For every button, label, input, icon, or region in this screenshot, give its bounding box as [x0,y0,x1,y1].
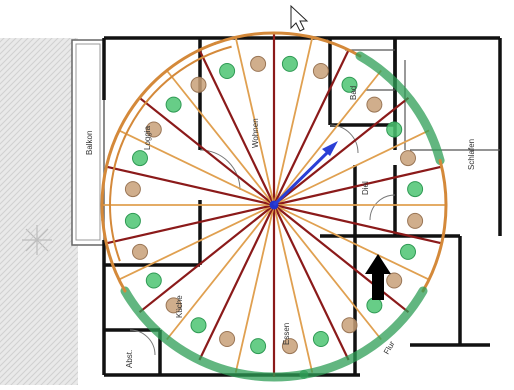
room-label-diel: Diel [361,181,370,195]
sight-ray [273,204,430,281]
sight-ray [273,129,430,206]
green-dot [190,317,207,334]
thin-walls [345,49,500,151]
orange-arc-west [100,41,217,222]
sight-ray [106,203,275,245]
sight-ray [106,165,275,207]
sight-ray [138,96,275,206]
sight-ray [166,204,275,341]
sight-ray [118,129,275,206]
plant-icon [22,225,52,255]
mouse-cursor-icon [290,4,309,32]
orange-arc-north [213,31,362,58]
walls [102,36,502,377]
green-arc-northeast [355,51,445,165]
tan-dot [250,55,267,72]
exterior-texture [0,38,78,385]
sight-ray [198,49,275,206]
sight-ray [273,165,442,207]
green-dot [400,243,416,260]
sight-ray [273,204,314,373]
green-dot [366,297,383,314]
green-dot [250,338,267,355]
sight-ray [198,204,275,361]
sight-rays [102,33,446,377]
room-label-bad: Bad [349,86,358,100]
room-label-wohnen: Wohnen [251,118,260,148]
room-label-loggia: Loggia [143,125,152,150]
green-dot [386,121,403,138]
room-label-balkon: Balkon [85,131,94,155]
tan-dot [366,96,383,113]
tan-dot [219,331,236,347]
room-label-essen: Essen [282,323,291,345]
tan-dot [132,243,148,260]
sight-ray [273,204,350,361]
tan-dot [124,181,141,198]
blue-direction-arrow-icon [272,141,338,207]
sight-ray [273,204,382,341]
tan-dot [145,121,162,138]
room-label-kueche: Küche [175,295,184,318]
tan-dot [281,338,298,355]
measurement-dots [124,55,424,355]
tan-dot [165,297,182,314]
sight-ray [273,204,410,314]
sight-ray [273,49,350,206]
room-label-schlafen: Schlafen [467,139,476,170]
tan-dot [400,150,416,167]
coverage-arcs [100,31,448,382]
orange-arc-inner [109,45,232,262]
tan-dot [312,63,329,79]
sight-ray [166,69,275,206]
green-dot [132,150,148,167]
tan-dot [407,212,424,229]
sight-ray [234,204,275,373]
tan-dot [190,76,207,93]
orange-arc-east [421,159,448,293]
balcony-area [71,39,105,246]
green-arc-south [120,286,309,382]
green-dot [219,63,236,79]
room-label-abst: Abst. [125,350,134,368]
sight-ray [138,204,275,314]
sight-ray [273,96,410,206]
green-dot [312,331,329,347]
sight-ray [273,203,442,245]
green-dot [341,76,358,93]
sight-ray [118,204,275,281]
green-arc-southeast [299,286,428,379]
tan-dot [341,317,358,334]
green-dot [165,96,182,113]
sight-ray [273,37,314,206]
sight-ray [273,69,382,206]
green-dot [281,55,298,72]
green-dot [407,181,424,198]
green-dot [145,272,162,289]
green-dot [124,212,141,229]
sight-ray [234,37,275,206]
orange-arc-southwest [101,218,127,293]
black-arrow-up-icon [365,254,391,300]
tan-dot [386,272,403,289]
